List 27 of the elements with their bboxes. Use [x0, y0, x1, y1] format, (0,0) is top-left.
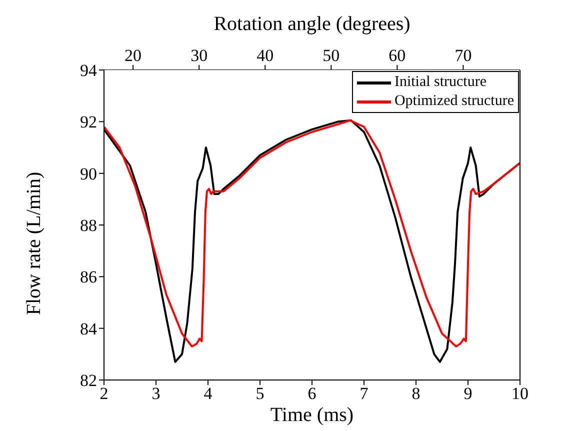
x-tick-label: 4 [204, 384, 213, 404]
x-tick-label: 5 [256, 384, 264, 404]
y-tick-label: 90 [80, 164, 97, 184]
x-tick-label: 6 [308, 384, 316, 404]
x2-tick-label: 60 [388, 46, 406, 65]
x2-tick-label: 50 [322, 46, 340, 65]
x2-tick-label: 70 [454, 46, 472, 65]
y-tick-label: 92 [80, 112, 97, 132]
x-tick-label: 2 [100, 384, 108, 404]
y-tick-label: 86 [80, 268, 97, 287]
x-tick-label: 8 [412, 384, 420, 404]
y-tick-label: 82 [80, 371, 97, 390]
x-axis-title: Time (ms) [270, 404, 354, 426]
y-tick-label: 88 [80, 216, 97, 236]
y-tick-label: 84 [80, 319, 98, 338]
x-tick-label: 10 [512, 384, 528, 404]
x2-tick-label: 40 [256, 46, 274, 65]
y-axis-title: Flow rate (L/min) [23, 172, 45, 316]
x2-axis-title: Rotation angle (degrees) [214, 13, 410, 35]
x2-tick-label: 30 [190, 46, 208, 65]
y-tick-label: 94 [80, 61, 98, 80]
x-tick-label: 7 [360, 384, 369, 404]
legend-label: Initial structure [394, 73, 487, 92]
x2-tick-label: 20 [124, 46, 142, 65]
x-tick-label: 9 [464, 384, 472, 404]
x-tick-label: 3 [152, 384, 160, 404]
legend-label: Optimized structure [394, 92, 514, 111]
